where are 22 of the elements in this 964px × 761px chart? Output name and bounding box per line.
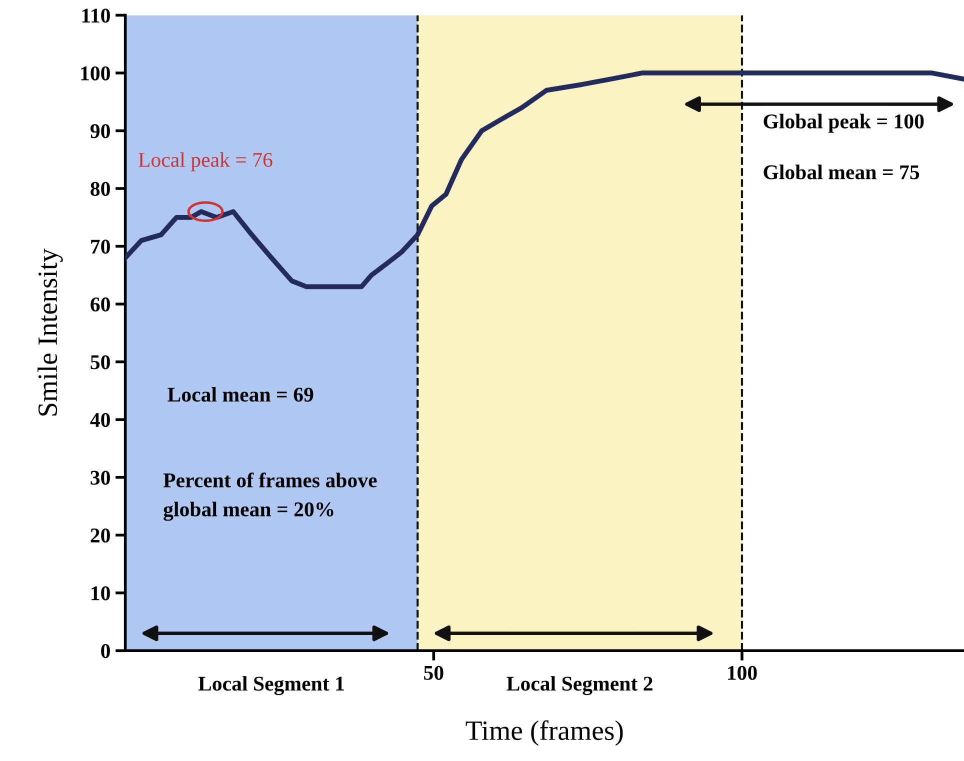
y-tick-label: 60: [90, 297, 110, 312]
annotation: Global mean = 75: [764, 164, 920, 180]
y-tick-label: 110: [82, 8, 110, 23]
y-tick-label: 80: [90, 182, 110, 196]
y-tick-label: 100: [81, 66, 110, 80]
y-axis-title: Smile Intensity: [38, 248, 63, 416]
band-label: Local Segment 2: [506, 676, 652, 696]
annotation: Local peak = 76: [138, 152, 272, 172]
band-label: Local Segment 1: [198, 676, 344, 696]
annotation: Percent of frames above global mean = 20%: [163, 472, 377, 521]
y-tick-label: 30: [90, 470, 110, 485]
x-axis-title: Time (frames): [466, 720, 623, 746]
annotation: Local mean = 69: [168, 387, 314, 402]
y-tick-label: 40: [90, 412, 110, 428]
y-tick-label: 10: [92, 586, 110, 600]
y-tick-label: 0: [101, 644, 110, 658]
y-tick-label: 20: [90, 528, 110, 543]
annotation: Global peak = 100: [764, 114, 924, 133]
y-tick-label: 70: [91, 240, 110, 254]
y-tick-label: 90: [90, 124, 110, 138]
y-tick-label: 50: [90, 355, 110, 370]
line-series: [125, 70, 964, 290]
